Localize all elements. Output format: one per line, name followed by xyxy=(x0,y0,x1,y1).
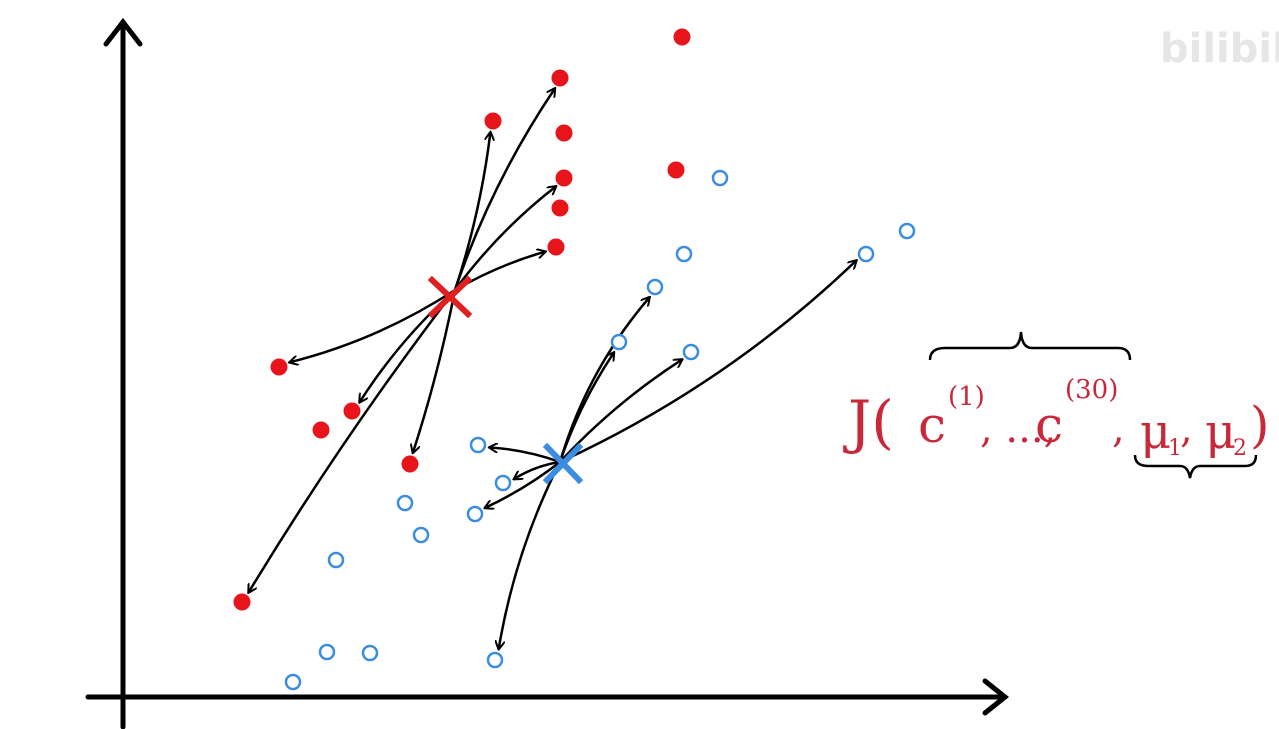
arrow xyxy=(558,298,649,463)
y-arrowhead xyxy=(103,17,143,47)
formula-part: , xyxy=(1180,406,1193,452)
arrow xyxy=(559,261,856,464)
arrow xyxy=(453,187,556,291)
blue-point xyxy=(327,551,345,569)
arrows xyxy=(249,89,856,649)
formula-part: J( xyxy=(843,388,894,456)
formula-part: (1) xyxy=(948,382,985,412)
blue-point xyxy=(711,169,729,187)
formula-part: 1 xyxy=(1168,436,1182,461)
red-point xyxy=(547,238,565,256)
blue-point xyxy=(610,333,628,351)
formula-part: , xyxy=(1112,406,1125,452)
blue-point xyxy=(412,526,430,544)
blue-point xyxy=(361,644,379,662)
blue-point xyxy=(898,222,916,240)
red-point xyxy=(667,161,685,179)
arrow xyxy=(490,447,561,464)
arrow xyxy=(558,353,614,463)
formula-part: , ..., xyxy=(980,406,1056,452)
arrow xyxy=(453,133,490,291)
blue-point xyxy=(469,436,487,454)
arrow xyxy=(413,289,457,452)
formula-part: μ xyxy=(1140,404,1171,460)
points xyxy=(233,28,916,691)
arrow xyxy=(514,460,561,479)
red-point xyxy=(343,402,361,420)
blue-point xyxy=(318,643,336,661)
red-centroid xyxy=(427,275,473,319)
braces xyxy=(928,331,1258,479)
formula-part: (30) xyxy=(1065,375,1118,405)
blue-point xyxy=(646,278,664,296)
red-point xyxy=(555,124,573,142)
red-point xyxy=(555,169,573,187)
red-point xyxy=(551,199,569,217)
centroids xyxy=(427,275,584,485)
blue-point xyxy=(494,474,512,492)
red-point xyxy=(401,455,419,473)
formula-part: μ xyxy=(1205,404,1236,460)
red-point xyxy=(233,593,251,611)
arrow xyxy=(559,360,682,463)
blue-point xyxy=(675,245,693,263)
blue-point xyxy=(284,673,302,691)
blue-point xyxy=(682,343,700,361)
x-arrowhead xyxy=(982,678,1010,716)
red-point xyxy=(484,112,502,130)
arrow xyxy=(485,461,561,508)
blue-centroid xyxy=(542,442,584,485)
arrow xyxy=(453,89,555,291)
formula-part: c xyxy=(918,396,946,454)
red-point xyxy=(312,421,330,439)
blue-point xyxy=(466,505,484,523)
blue-point xyxy=(857,245,875,263)
formula-part: c xyxy=(1035,396,1063,454)
arrow xyxy=(249,289,456,592)
blue-point xyxy=(486,651,504,669)
arrow xyxy=(290,288,456,362)
formula-part: 2 xyxy=(1233,436,1247,461)
blue-point xyxy=(396,494,414,512)
watermark: bilibili xyxy=(1160,26,1279,72)
red-point xyxy=(673,28,691,46)
red-point xyxy=(270,358,288,376)
bottom-brace xyxy=(1133,454,1258,479)
cost-formula: J( c (1) , ..., c (30) , μ 1 , μ 2 ) xyxy=(843,375,1270,461)
formula-part: ) xyxy=(1250,396,1270,454)
red-point xyxy=(551,69,569,87)
top-brace xyxy=(928,331,1132,361)
arrow xyxy=(499,461,562,649)
axes xyxy=(85,17,1010,729)
